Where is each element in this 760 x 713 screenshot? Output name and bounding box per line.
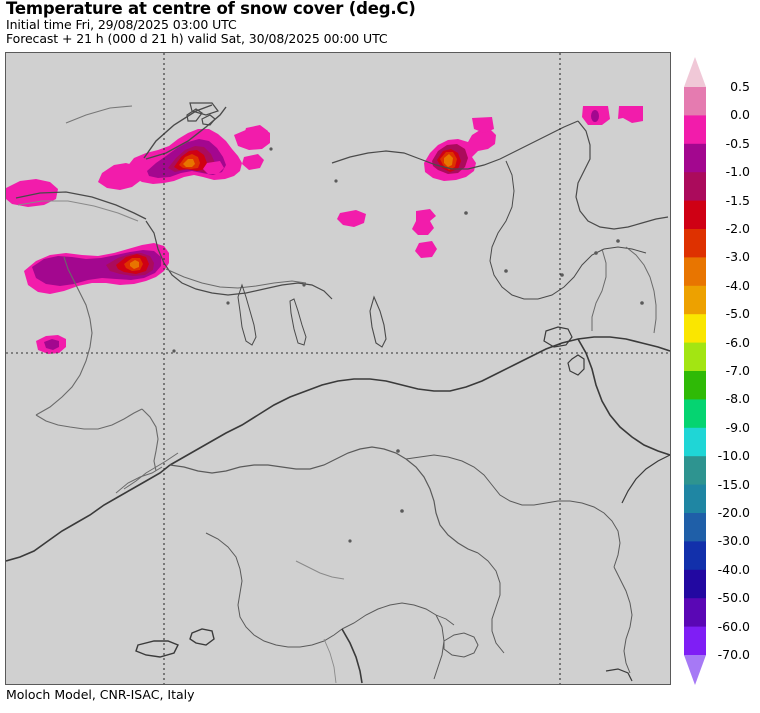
colorbar-over-arrow [684,57,706,87]
colorbar-band-4 [684,200,706,230]
colorbar-band-9 [684,342,706,372]
page-title: Temperature at centre of snow cover (deg… [6,0,416,18]
colorbar-tick-0: 0.5 [730,78,750,94]
map-canvas [6,53,670,684]
colorbar-band-13 [684,456,706,486]
colorbar-tick-9: -6.0 [725,334,750,350]
colorbar-swatches [684,57,706,685]
colorbar-tick-labels: 0.5 0.0 -0.5 -1.0 -1.5 -2.0 -3.0 -4.0 -5.0 -6.0 -7… [706,57,760,685]
colorbar-tick-20: -70.0 [717,646,750,662]
contour-band-23 [415,241,437,258]
forecast-map-panel[interactable] [5,52,671,685]
colorbar[interactable] [684,57,706,685]
colorbar-band-6 [684,257,706,287]
colorbar-band-12 [684,427,706,457]
initial-time-label: Initial time Fri, 29/08/2025 03:00 UTC [6,17,237,32]
contour-band-18b [591,110,599,122]
snow-temperature-field [6,106,643,354]
colorbar-band-17 [684,569,706,599]
colorbar-band-0 [684,87,706,116]
colorbar-tick-13: -10.0 [717,447,750,463]
colorbar-tick-15: -20.0 [717,504,750,520]
contour-band-0d [6,179,58,207]
contour-band-24 [242,154,264,170]
colorbar-band-2 [684,143,706,173]
colorbar-band-15 [684,513,706,542]
colorbar-tick-5: -2.0 [725,220,750,236]
colorbar-tick-8: -5.0 [725,305,750,321]
colorbar-band-18 [684,598,706,628]
colorbar-band-16 [684,541,706,571]
forecast-validity-label: Forecast + 21 h (000 d 21 h) valid Sat, … [6,30,388,46]
graticule [6,53,670,684]
colorbar-tick-12: -9.0 [725,419,750,435]
colorbar-tick-6: -3.0 [725,249,750,265]
contour-band-0b [98,163,142,190]
contour-band-11 [130,260,139,269]
contour-band-19 [618,106,643,123]
colorbar-tick-4: -1.5 [725,192,750,208]
colorbar-band-1 [684,115,706,145]
administrative-borders [6,102,670,684]
colorbar-tick-10: -7.0 [725,362,750,378]
colorbar-band-11 [684,399,706,429]
contour-band-25 [203,161,224,174]
colorbar-band-8 [684,314,706,344]
colorbar-band-7 [684,285,706,315]
map-background [6,53,670,684]
colorbar-tick-2: -0.5 [725,135,750,151]
contour-band-21 [337,210,366,227]
colorbar-band-5 [684,229,706,258]
colorbar-tick-7: -4.0 [725,277,750,293]
contour-band-22 [412,209,436,235]
colorbar-band-14 [684,484,706,514]
colorbar-tick-17: -40.0 [717,561,750,577]
contour-band-12b [44,339,59,350]
model-attribution: Moloch Model, CNR-ISAC, Italy [6,687,195,702]
colorbar-band-3 [684,172,706,202]
contour-band-17 [444,154,453,167]
colorbar-tick-11: -8.0 [725,391,750,407]
colorbar-bands [684,87,706,656]
colorbar-under-arrow [684,655,706,685]
contour-band-20 [472,117,494,133]
contour-band-26 [244,125,268,141]
contour-band-5 [183,159,195,167]
colorbar-tick-16: -30.0 [717,533,750,549]
colorbar-tick-18: -50.0 [717,589,750,605]
header-text-block: Temperature at centre of snow cover (deg… [6,0,706,45]
colorbar-band-19 [684,626,706,656]
colorbar-tick-1: 0.0 [730,107,750,123]
colorbar-tick-3: -1.0 [725,163,750,179]
colorbar-band-10 [684,371,706,400]
colorbar-tick-14: -15.0 [717,476,750,492]
colorbar-tick-19: -60.0 [717,618,750,634]
